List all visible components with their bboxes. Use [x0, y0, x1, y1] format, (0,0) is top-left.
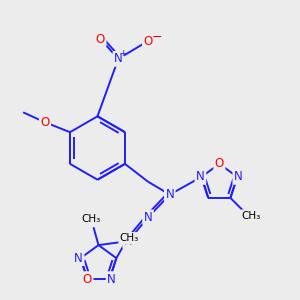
Text: N: N — [165, 188, 174, 201]
Text: CH₃: CH₃ — [242, 211, 261, 221]
Text: N: N — [144, 211, 152, 224]
Text: N: N — [234, 170, 243, 183]
Text: −: − — [152, 31, 162, 44]
Text: O: O — [40, 116, 50, 129]
Text: CH₃: CH₃ — [120, 233, 139, 243]
Text: N: N — [74, 252, 83, 265]
Text: N: N — [124, 235, 133, 248]
Text: O: O — [83, 273, 92, 286]
Text: O: O — [215, 158, 224, 170]
Text: N: N — [107, 273, 116, 286]
Text: N: N — [196, 170, 205, 183]
Text: O: O — [143, 34, 153, 47]
Text: CH₃: CH₃ — [81, 214, 100, 224]
Text: N: N — [114, 52, 123, 65]
Text: O: O — [96, 32, 105, 46]
Text: +: + — [119, 50, 127, 58]
